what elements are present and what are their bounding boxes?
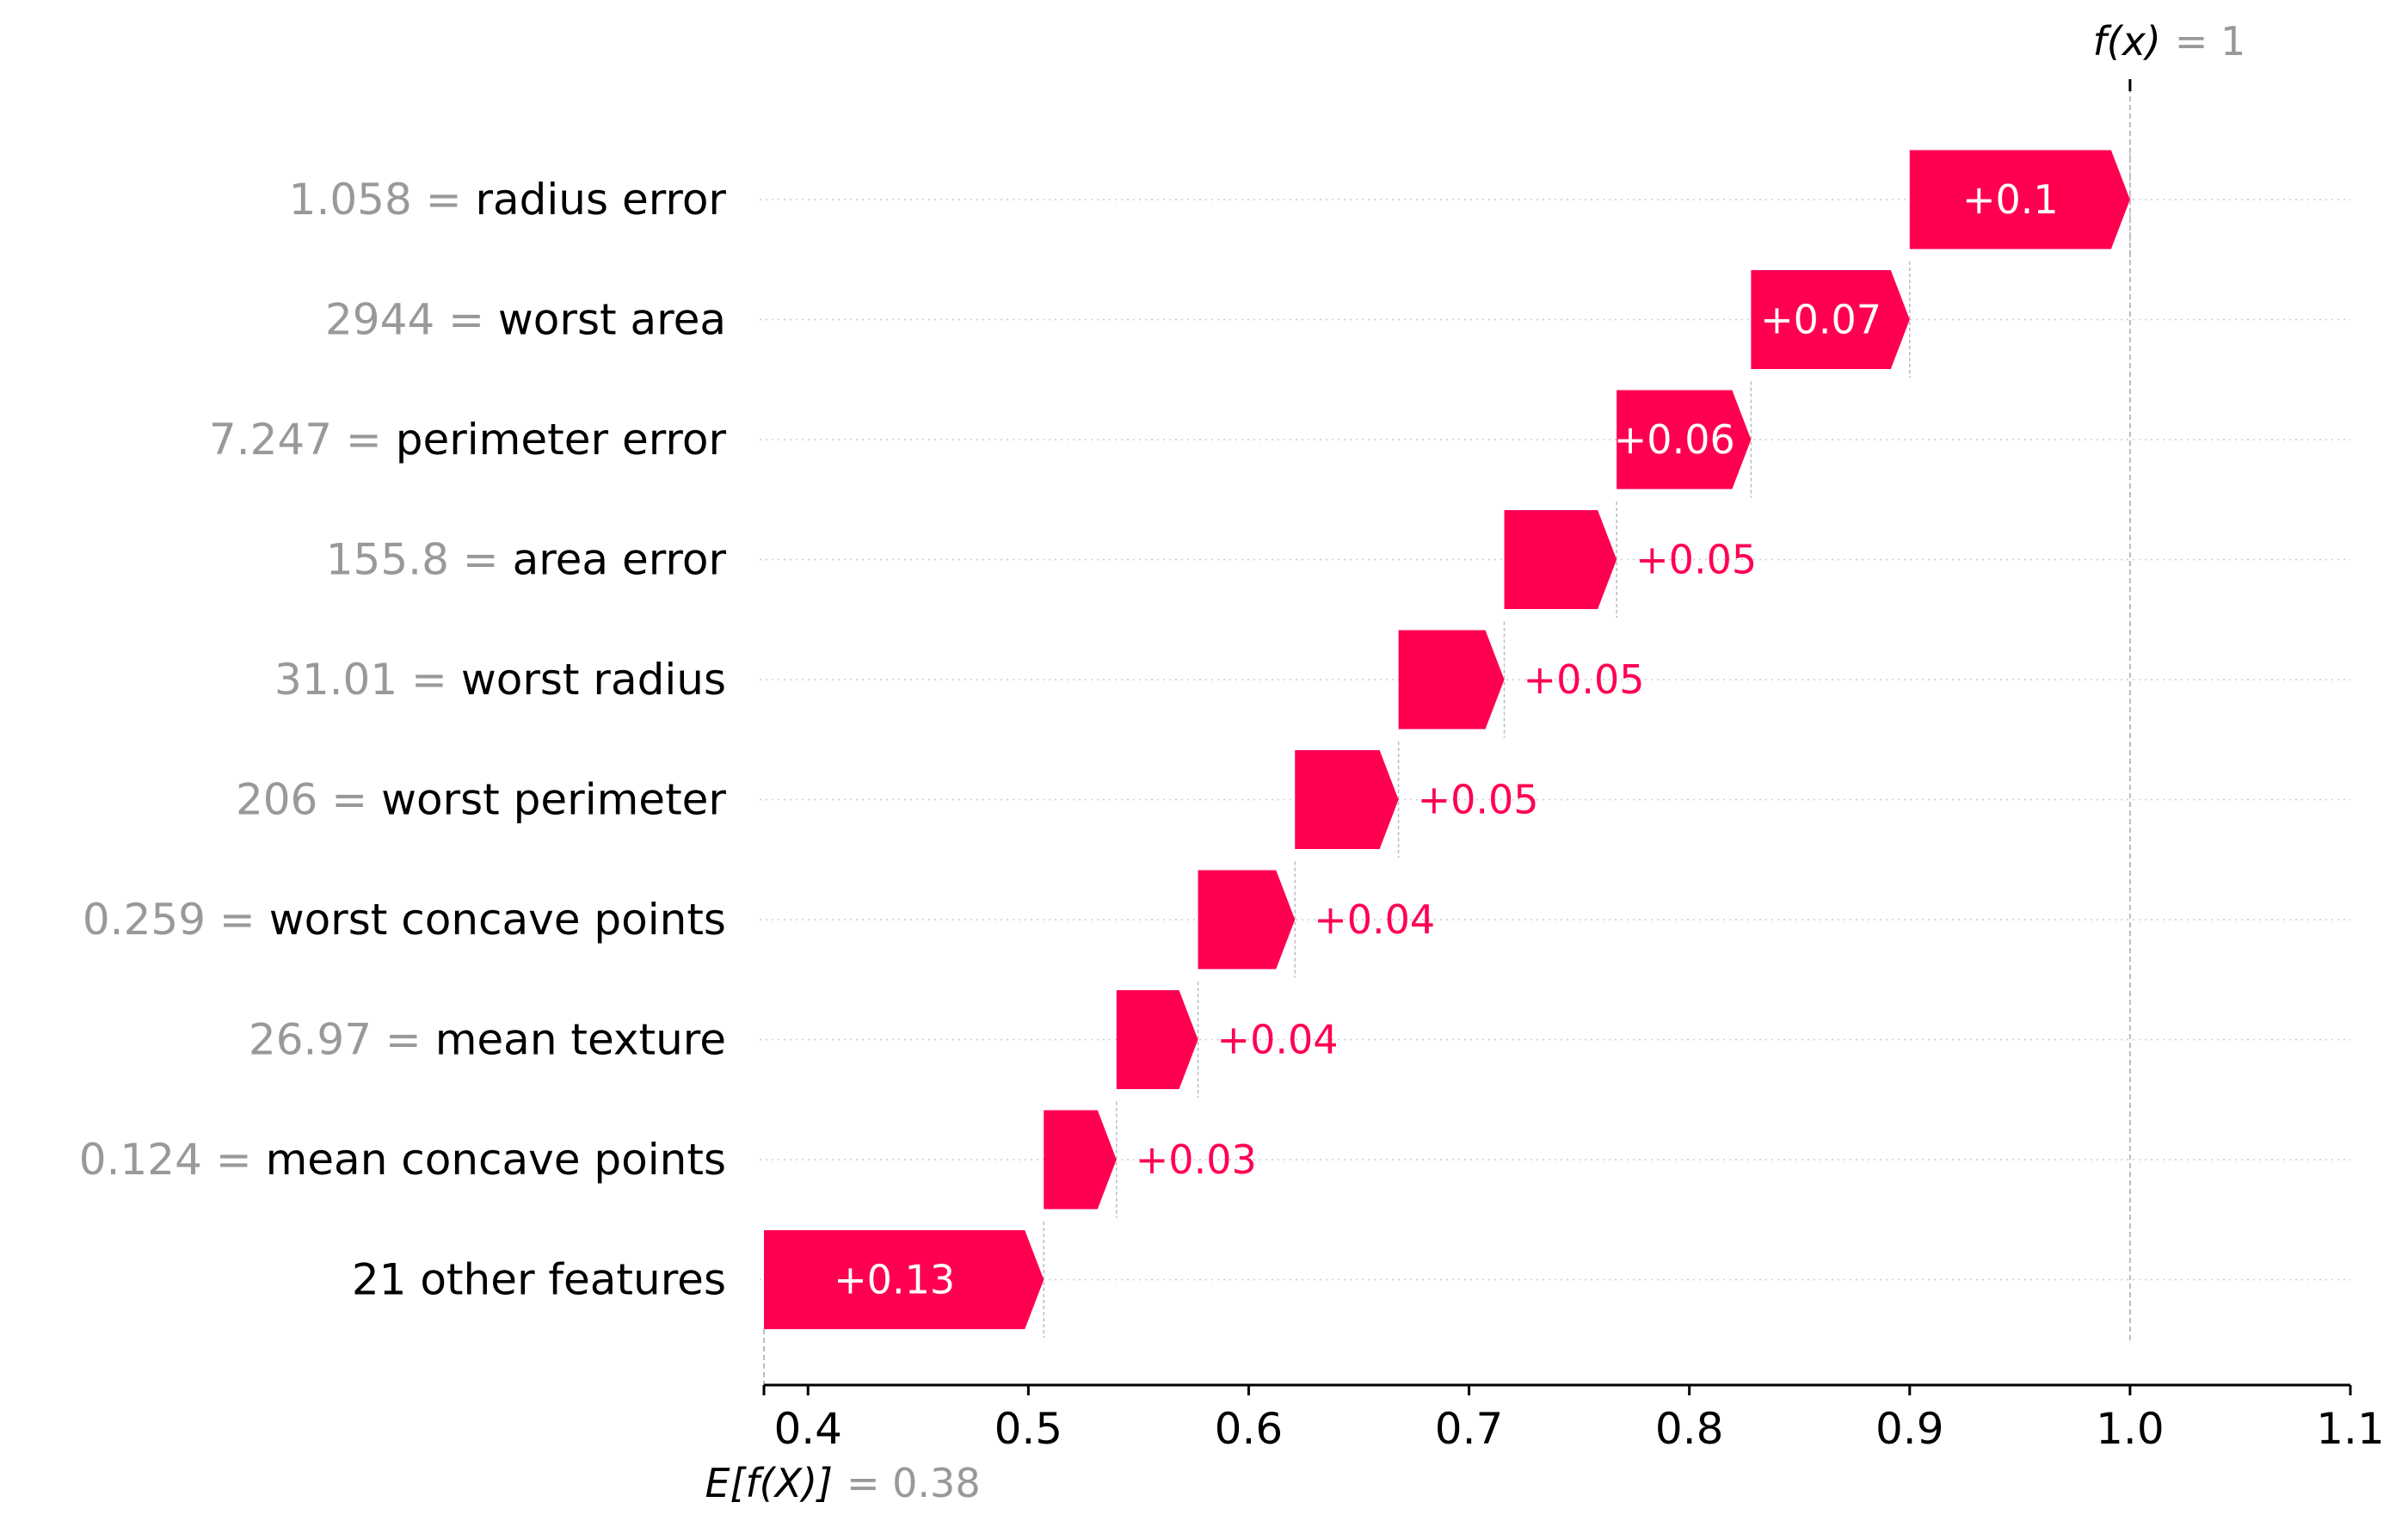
x-axis: 0.4 0.5 0.6 0.7 0.8 0.9 1.0 1.1 xyxy=(762,1383,2385,1454)
base-value-label: E[f(X)] xyxy=(705,1460,833,1506)
bar-21-other-features xyxy=(764,1230,1044,1329)
feature-value: 206 = xyxy=(236,775,381,825)
feature-label: 7.247 = perimeter error xyxy=(209,415,727,465)
feature-label: 1.058 = radius error xyxy=(289,175,727,225)
bar-worst-area xyxy=(1751,270,1910,369)
feature-label: 155.8 = area error xyxy=(326,535,727,585)
bar-mean-concave-points xyxy=(1044,1110,1117,1210)
feature-name: worst radius xyxy=(461,655,726,705)
output-value-label: f(x) xyxy=(2093,18,2161,65)
output-value-text: = 1 xyxy=(2175,18,2245,65)
feature-label: 0.124 = mean concave points xyxy=(79,1135,726,1185)
feature-value: 26.97 = xyxy=(249,1015,435,1065)
bar-area-error xyxy=(1504,510,1617,609)
feature-label: 26.97 = mean texture xyxy=(249,1015,726,1065)
x-tick-label: 1.0 xyxy=(2096,1404,2165,1454)
feature-name: mean texture xyxy=(435,1015,726,1065)
feature-name: worst area xyxy=(498,295,726,345)
feature-name: area error xyxy=(513,535,727,585)
feature-value: 1.058 = xyxy=(289,175,476,225)
x-tick-label: 0.8 xyxy=(1655,1404,1724,1454)
x-tick-label: 0.5 xyxy=(995,1404,1063,1454)
bar-value-label: +0.03 xyxy=(1136,1136,1257,1183)
x-tick-label: 1.1 xyxy=(2316,1404,2385,1454)
feature-label: 31.01 = worst radius xyxy=(274,655,726,705)
feature-value: 0.259 = xyxy=(83,895,269,945)
bar-worst-concave-points xyxy=(1198,870,1296,970)
feature-value: 7.247 = xyxy=(209,415,396,465)
feature-name: worst perimeter xyxy=(381,775,726,825)
feature-name: radius error xyxy=(475,175,726,225)
bar-value-label: +0.1 xyxy=(1962,176,2059,223)
bar-value-label: +0.07 xyxy=(1760,297,1881,343)
grid-lines xyxy=(760,199,2350,1281)
bar-value-label: +0.06 xyxy=(1614,416,1735,463)
bar-mean-texture xyxy=(1116,990,1198,1089)
bar-value-label: +0.05 xyxy=(1418,777,1539,823)
guide-lines xyxy=(763,79,2132,1385)
feature-label: 21 other features xyxy=(352,1255,726,1305)
bar-value-label: +0.05 xyxy=(1524,656,1645,703)
feature-name: 21 other features xyxy=(352,1255,726,1305)
feature-label: 0.259 = worst concave points xyxy=(83,895,726,945)
x-tick-label: 0.7 xyxy=(1435,1404,1504,1454)
feature-value: 0.124 = xyxy=(79,1135,266,1185)
bar-value-label: +0.13 xyxy=(834,1257,955,1303)
feature-name: worst concave points xyxy=(269,895,726,945)
x-tick-label: 0.6 xyxy=(1215,1404,1284,1454)
bar-value-label: +0.04 xyxy=(1314,896,1435,943)
feature-value: 2944 = xyxy=(325,295,498,345)
bar-radius-error xyxy=(1909,150,2130,249)
bars: +0.1 +0.07 +0.06 +0.05 +0.05 +0.05 +0.04 +0.04 +… xyxy=(764,150,2130,1329)
feature-label: 2944 = worst area xyxy=(325,295,726,345)
feature-labels: 1.058 = radius error 2944 = worst area 7.2… xyxy=(79,175,727,1305)
bar-worst-radius xyxy=(1398,630,1505,730)
feature-value: 31.01 = xyxy=(274,655,461,705)
base-value-text: = 0.38 xyxy=(847,1460,981,1506)
bar-perimeter-error xyxy=(1617,390,1752,490)
x-tick-label: 0.9 xyxy=(1875,1404,1944,1454)
bar-worst-perimeter xyxy=(1295,750,1399,849)
feature-value: 155.8 = xyxy=(326,535,513,585)
bar-value-label: +0.04 xyxy=(1217,1017,1339,1063)
bar-value-label: +0.05 xyxy=(1635,537,1757,583)
feature-label: 206 = worst perimeter xyxy=(236,775,726,825)
feature-name: perimeter error xyxy=(396,415,727,465)
x-tick-label: 0.4 xyxy=(773,1404,842,1454)
feature-name: mean concave points xyxy=(266,1135,726,1185)
